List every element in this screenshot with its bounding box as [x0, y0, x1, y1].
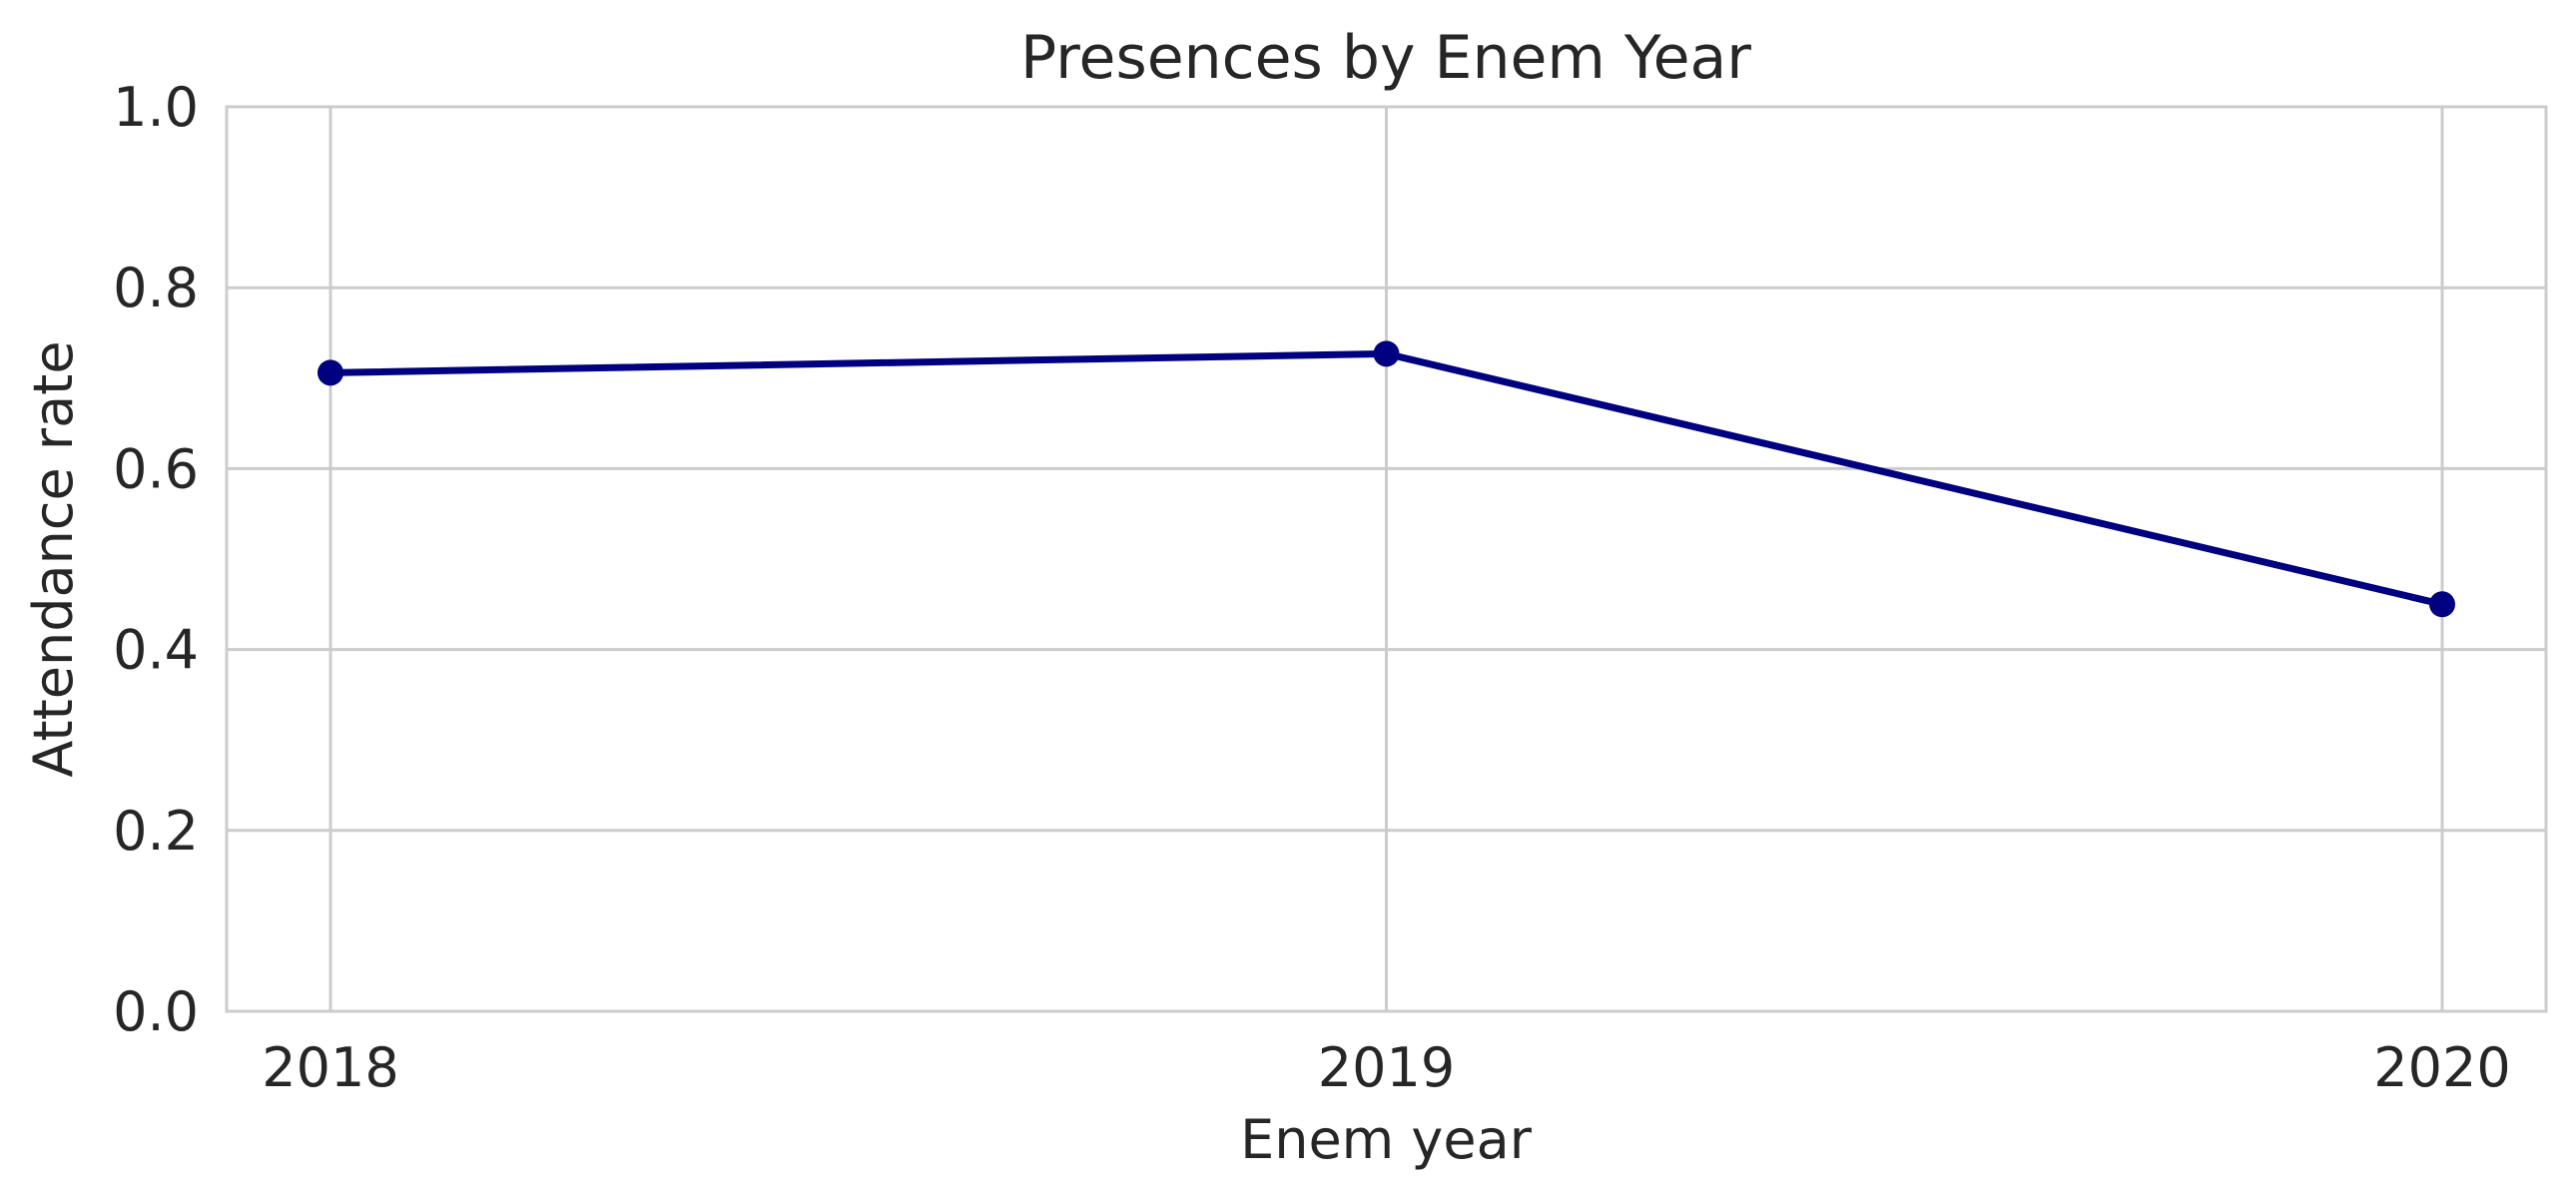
x-tick-label: 2018: [262, 1036, 398, 1099]
chart-title: Presences by Enem Year: [1020, 23, 1751, 93]
data-point: [2429, 591, 2455, 618]
x-axis-label: Enem year: [1240, 1108, 1533, 1171]
x-tick-label: 2019: [1318, 1036, 1455, 1099]
y-tick-labels: 0.0 0.2 0.4 0.6 0.8 1.0: [113, 76, 199, 1043]
data-point: [1373, 340, 1400, 367]
y-axis-label: Attendance rate: [22, 340, 85, 777]
x-tick-labels: 2018 2019 2020: [262, 1036, 2510, 1099]
y-tick-label: 0.4: [113, 619, 199, 682]
y-tick-label: 0.2: [113, 800, 199, 863]
x-tick-label: 2020: [2373, 1036, 2510, 1099]
x-gridlines: [328, 107, 2444, 1011]
series-layer: [318, 340, 2455, 618]
y-tick-label: 0.8: [113, 257, 199, 319]
y-tick-label: 1.0: [113, 76, 199, 139]
plot-area: [225, 105, 2548, 1013]
y-tick-label: 0.0: [113, 980, 199, 1043]
data-point: [318, 359, 343, 386]
y-tick-label: 0.6: [113, 437, 199, 500]
